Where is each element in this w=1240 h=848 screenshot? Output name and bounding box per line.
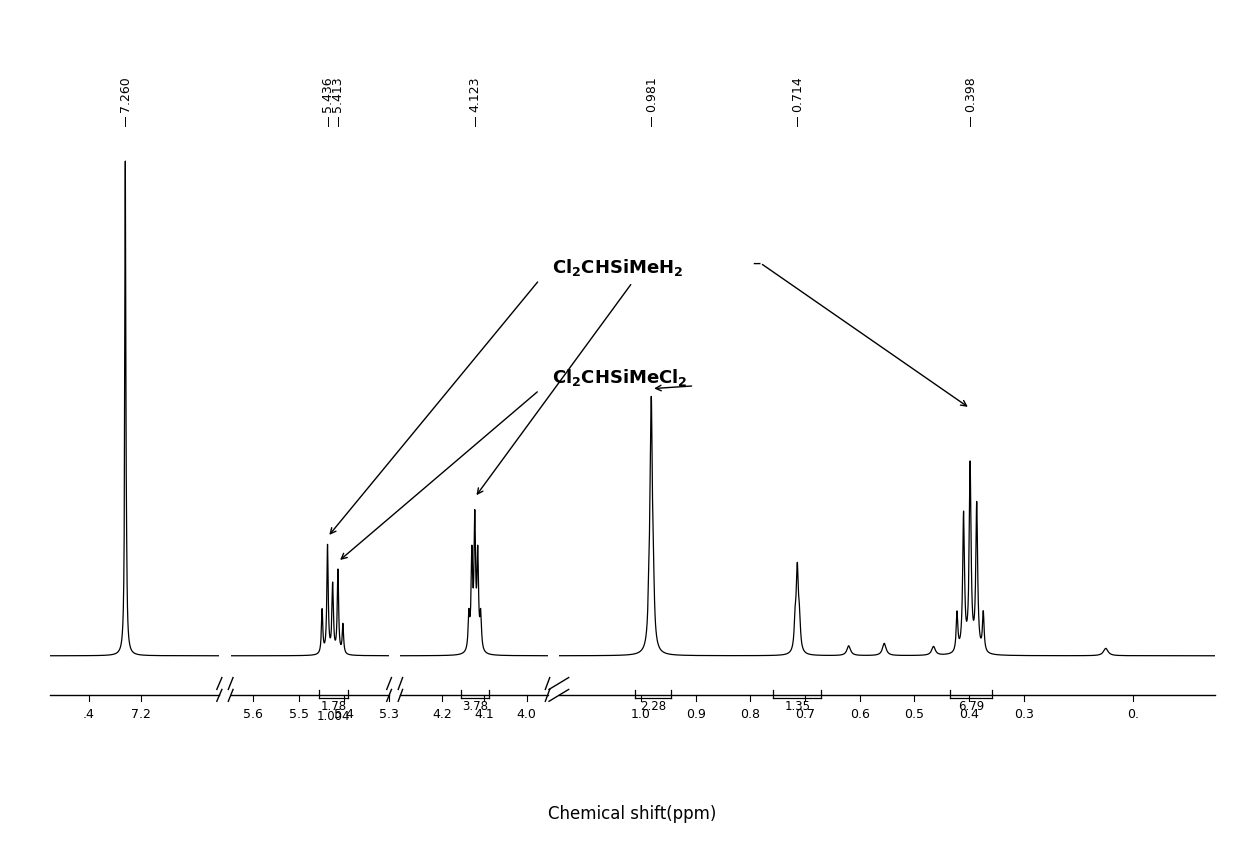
Text: 1.0: 1.0 — [631, 708, 651, 721]
Text: 4.1: 4.1 — [475, 708, 495, 721]
Text: 5.6: 5.6 — [243, 708, 263, 721]
Text: 0.4: 0.4 — [959, 708, 980, 721]
Text: 0.714: 0.714 — [791, 76, 804, 112]
Text: 2.28: 2.28 — [640, 700, 666, 713]
Text: 5.3: 5.3 — [379, 708, 399, 721]
Text: 5.436: 5.436 — [321, 76, 334, 112]
Text: .4: .4 — [83, 708, 94, 721]
Text: –: – — [753, 254, 760, 272]
Text: 7.260: 7.260 — [119, 76, 131, 112]
Text: 4.0: 4.0 — [517, 708, 537, 721]
Text: Chemical shift(ppm): Chemical shift(ppm) — [548, 805, 717, 823]
Text: 0.398: 0.398 — [963, 76, 977, 112]
Text: 0.6: 0.6 — [849, 708, 869, 721]
Text: 5.5: 5.5 — [289, 708, 309, 721]
Text: 5.4: 5.4 — [334, 708, 353, 721]
Text: 1.35: 1.35 — [785, 700, 810, 713]
Text: 5.413: 5.413 — [331, 76, 345, 112]
Text: 0.7: 0.7 — [795, 708, 815, 721]
Text: 0.: 0. — [1127, 708, 1140, 721]
Text: 0.3: 0.3 — [1014, 708, 1034, 721]
Text: 0.5: 0.5 — [904, 708, 924, 721]
Text: 0.8: 0.8 — [740, 708, 760, 721]
Text: 0.981: 0.981 — [645, 76, 657, 112]
Text: 0.9: 0.9 — [686, 708, 706, 721]
Text: 3.78: 3.78 — [463, 700, 489, 713]
Text: 1.004: 1.004 — [317, 710, 351, 723]
Text: $\mathbf{Cl_2CHSiMeCl_2}$: $\mathbf{Cl_2CHSiMeCl_2}$ — [552, 367, 687, 388]
Text: 1.78: 1.78 — [321, 700, 347, 713]
Text: $\mathbf{Cl_2CHSiMeH_2}$: $\mathbf{Cl_2CHSiMeH_2}$ — [552, 257, 683, 277]
Text: 7.2: 7.2 — [131, 708, 151, 721]
Text: 4.2: 4.2 — [433, 708, 453, 721]
Text: 6.79: 6.79 — [957, 700, 985, 713]
Text: 4.123: 4.123 — [469, 76, 481, 112]
